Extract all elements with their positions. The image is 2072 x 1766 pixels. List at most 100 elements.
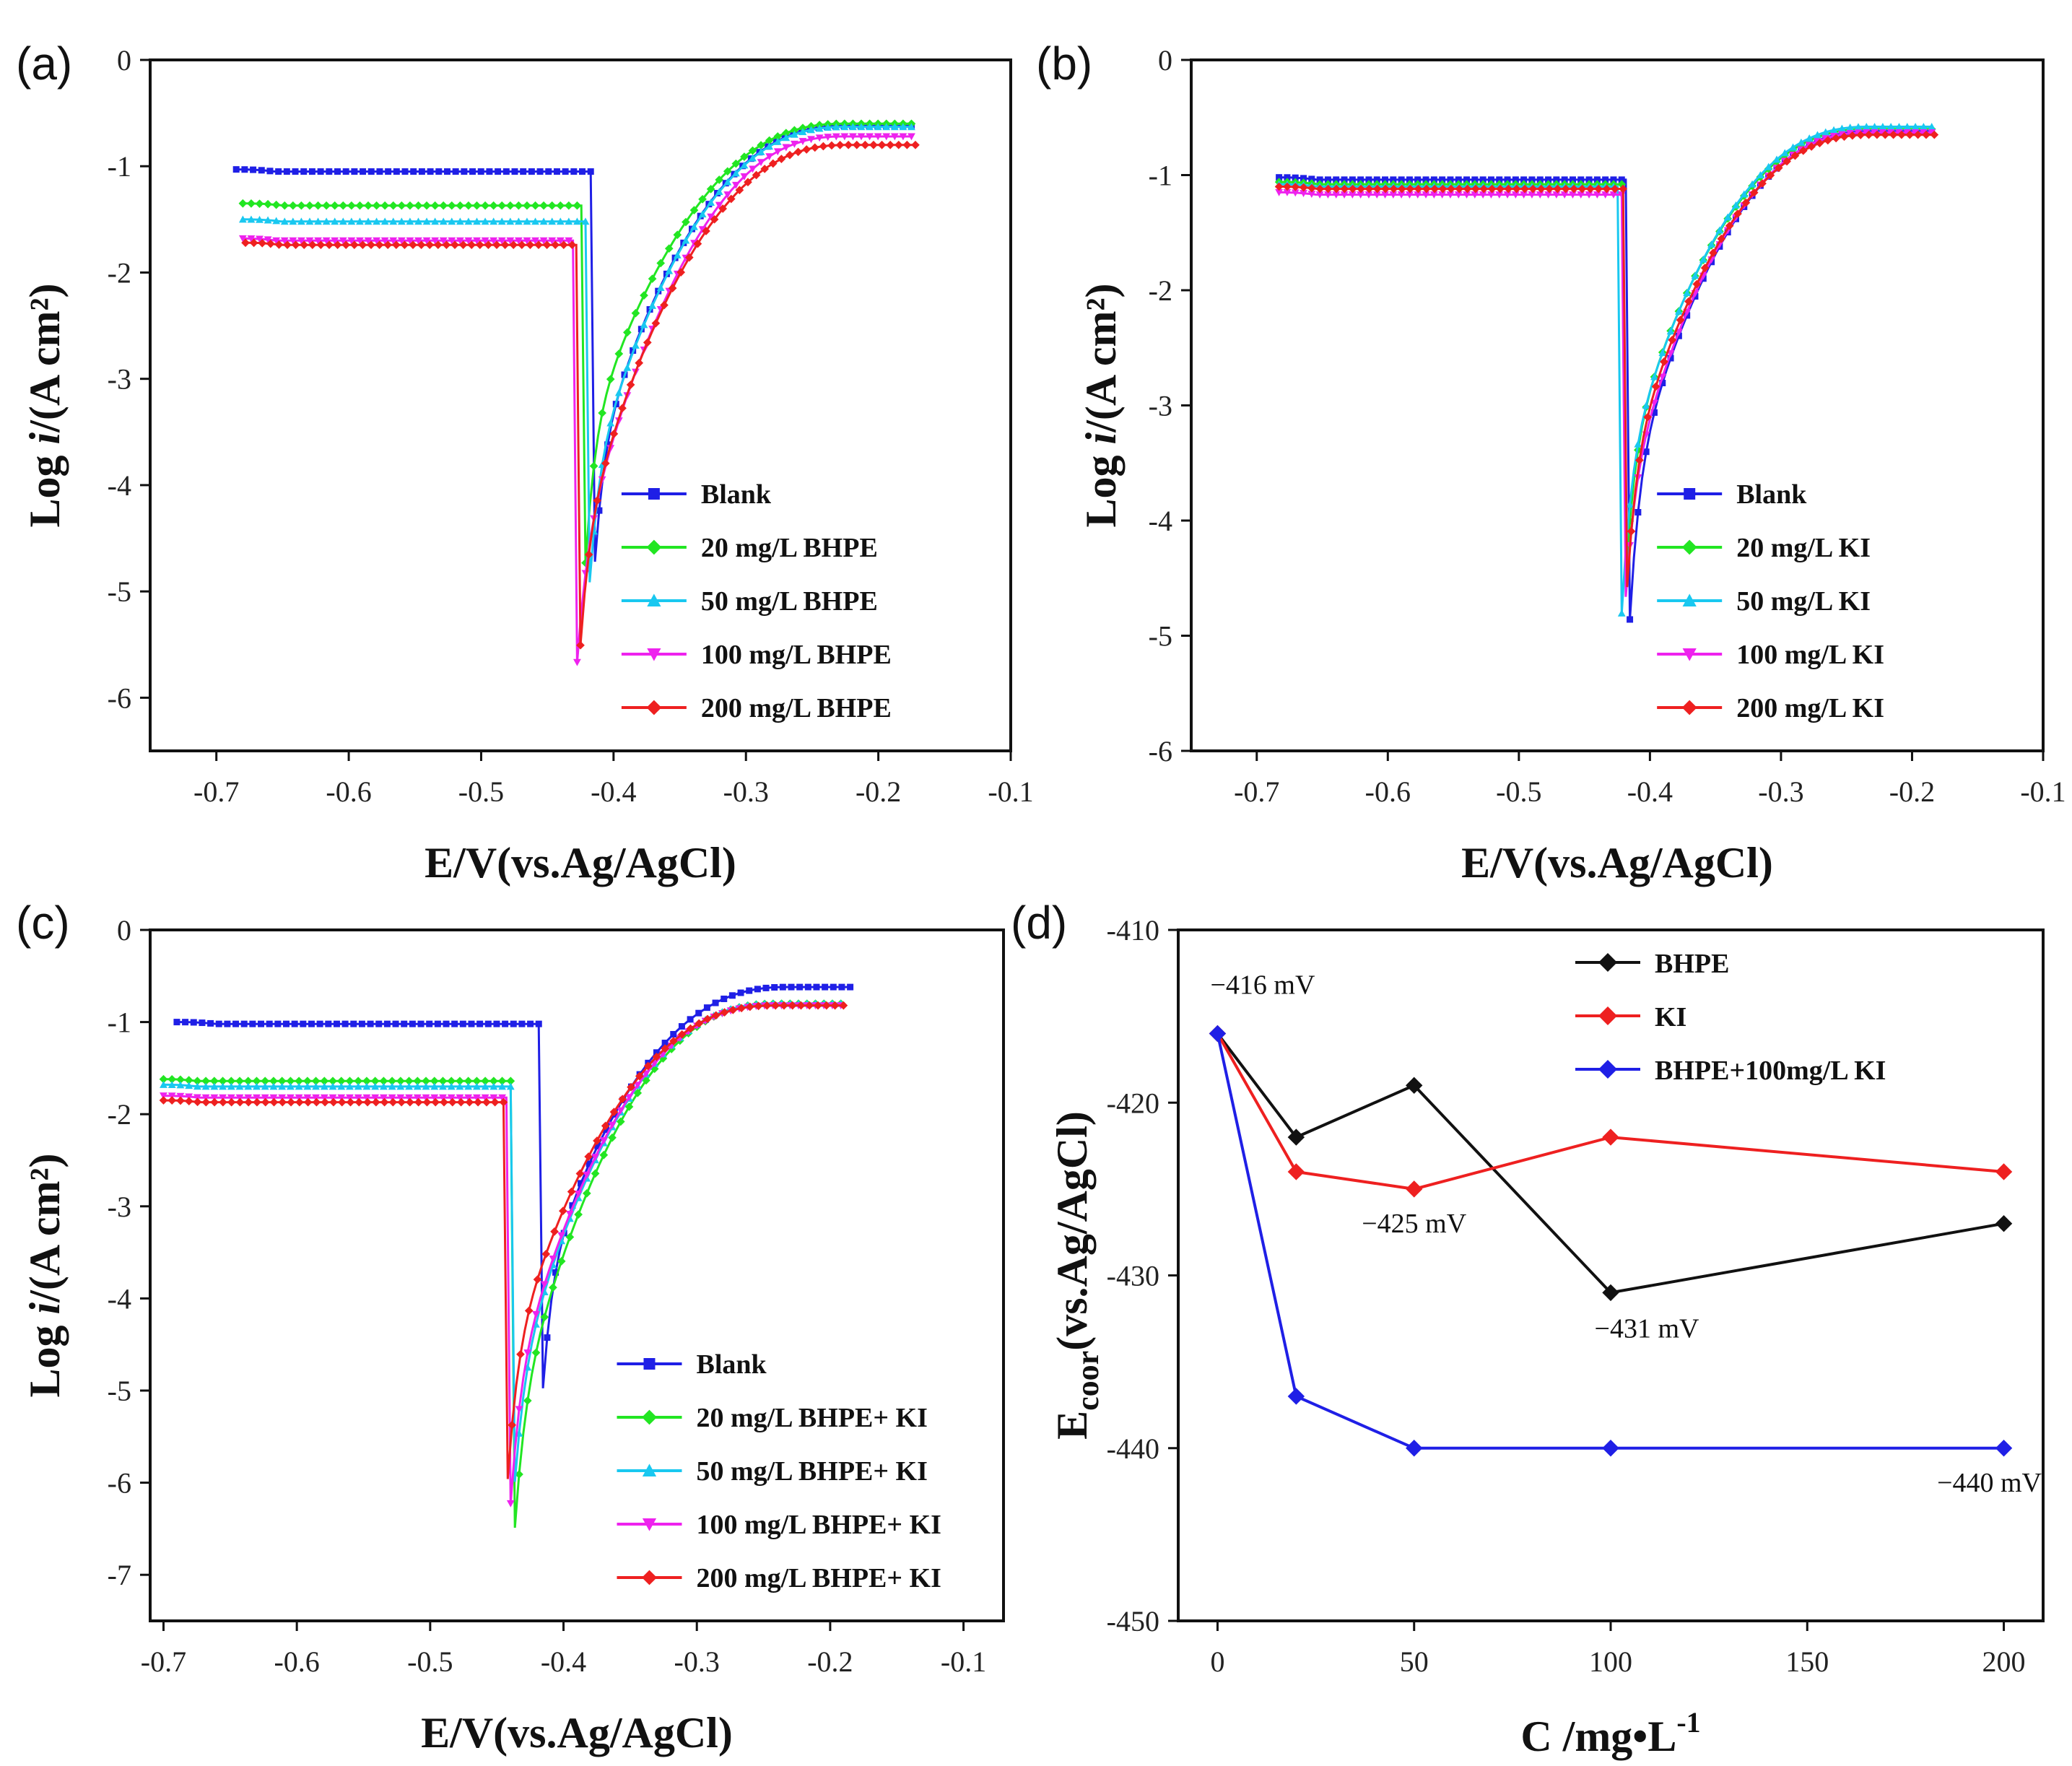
legend-entry: Blank bbox=[1657, 479, 1807, 510]
data-point bbox=[210, 1094, 219, 1102]
data-point bbox=[275, 168, 282, 175]
data-point bbox=[193, 1082, 201, 1090]
data-point bbox=[271, 200, 281, 209]
data-point bbox=[173, 1019, 180, 1026]
data-point bbox=[556, 217, 565, 225]
data-point bbox=[832, 123, 840, 131]
legend-swatch-marker bbox=[1681, 700, 1697, 715]
data-point bbox=[1569, 176, 1576, 183]
data-point bbox=[303, 1097, 313, 1107]
data-point bbox=[1749, 188, 1759, 197]
data-point bbox=[526, 240, 535, 250]
data-point bbox=[899, 123, 907, 131]
data-point bbox=[489, 1082, 498, 1090]
data-point bbox=[1348, 191, 1357, 199]
data-point bbox=[1209, 1025, 1227, 1043]
data-point bbox=[1837, 124, 1846, 132]
data-point bbox=[1854, 123, 1863, 131]
data-point bbox=[450, 240, 459, 250]
data-point bbox=[534, 240, 543, 250]
data-point bbox=[190, 1019, 197, 1026]
data-point bbox=[388, 1097, 398, 1107]
data-point bbox=[840, 133, 849, 141]
data-point bbox=[410, 168, 417, 175]
y-tick-label: -5 bbox=[108, 1375, 131, 1407]
data-point bbox=[849, 133, 857, 141]
data-point bbox=[1723, 213, 1732, 221]
data-point bbox=[1905, 130, 1915, 139]
data-point bbox=[227, 1097, 236, 1107]
data-point bbox=[1520, 184, 1529, 193]
data-point bbox=[1699, 255, 1707, 263]
data-point bbox=[1667, 354, 1674, 362]
data-point bbox=[523, 201, 531, 210]
x-tick-label: -0.1 bbox=[988, 775, 1033, 808]
data-point bbox=[506, 237, 515, 245]
data-point bbox=[740, 161, 749, 169]
data-point bbox=[1823, 136, 1832, 145]
data-point bbox=[822, 1001, 831, 1010]
y-tick-label: -6 bbox=[108, 682, 131, 714]
data-point bbox=[656, 284, 665, 291]
legend-label: 200 mg/L BHPE+ KI bbox=[696, 1563, 941, 1593]
y-tick-label: -1 bbox=[1149, 160, 1172, 192]
data-point bbox=[367, 1020, 374, 1027]
data-point bbox=[297, 217, 305, 225]
data-point bbox=[379, 1094, 388, 1102]
data-point bbox=[253, 1094, 261, 1102]
data-point bbox=[765, 142, 774, 150]
data-point bbox=[1414, 176, 1422, 183]
data-point bbox=[498, 1082, 506, 1090]
data-point bbox=[320, 1076, 329, 1086]
data-point bbox=[388, 1094, 396, 1102]
data-point bbox=[473, 237, 481, 245]
data-point bbox=[495, 168, 502, 175]
data-point bbox=[422, 1094, 430, 1102]
data-point bbox=[396, 1082, 405, 1090]
legend: BHPE KI BHPE+100mg/L KI bbox=[1575, 949, 1886, 1086]
series-line bbox=[1279, 134, 1935, 588]
x-axis-title: C /mg•L-1 bbox=[1520, 1706, 1700, 1760]
data-point bbox=[199, 1019, 206, 1027]
data-point bbox=[500, 240, 510, 250]
data-point bbox=[1463, 184, 1472, 193]
data-point bbox=[1487, 176, 1494, 183]
data-point bbox=[735, 186, 744, 195]
data-point bbox=[609, 1108, 619, 1116]
data-point bbox=[815, 124, 824, 132]
data-point bbox=[754, 1001, 763, 1011]
data-point bbox=[1274, 182, 1284, 191]
data-point bbox=[354, 1097, 364, 1107]
data-point bbox=[1349, 176, 1356, 183]
legend-swatch-marker bbox=[647, 648, 661, 661]
data-point bbox=[422, 1082, 430, 1090]
data-point bbox=[334, 168, 341, 175]
data-point bbox=[1429, 191, 1438, 199]
data-point bbox=[643, 338, 652, 347]
data-point bbox=[472, 1094, 481, 1102]
y-tick-label: -3 bbox=[108, 363, 131, 396]
data-point bbox=[748, 146, 757, 155]
data-point bbox=[510, 1020, 517, 1027]
data-point bbox=[1642, 401, 1650, 409]
data-point bbox=[351, 168, 358, 175]
data-point bbox=[489, 1076, 498, 1086]
series-3 bbox=[238, 133, 915, 666]
data-point bbox=[1732, 201, 1740, 209]
data-point bbox=[247, 199, 256, 208]
data-point bbox=[777, 155, 786, 163]
data-point bbox=[1504, 176, 1511, 183]
data-point bbox=[297, 237, 305, 245]
data-point bbox=[754, 986, 761, 993]
data-point bbox=[1291, 183, 1300, 191]
data-point bbox=[379, 1076, 388, 1086]
data-point bbox=[1447, 176, 1454, 183]
data-point bbox=[632, 341, 640, 349]
data-point bbox=[159, 1096, 168, 1105]
data-point bbox=[1315, 191, 1324, 199]
data-point bbox=[520, 168, 527, 175]
data-point bbox=[1700, 264, 1710, 272]
data-point bbox=[1871, 123, 1879, 131]
data-point bbox=[405, 1094, 413, 1102]
data-point bbox=[476, 1020, 484, 1027]
